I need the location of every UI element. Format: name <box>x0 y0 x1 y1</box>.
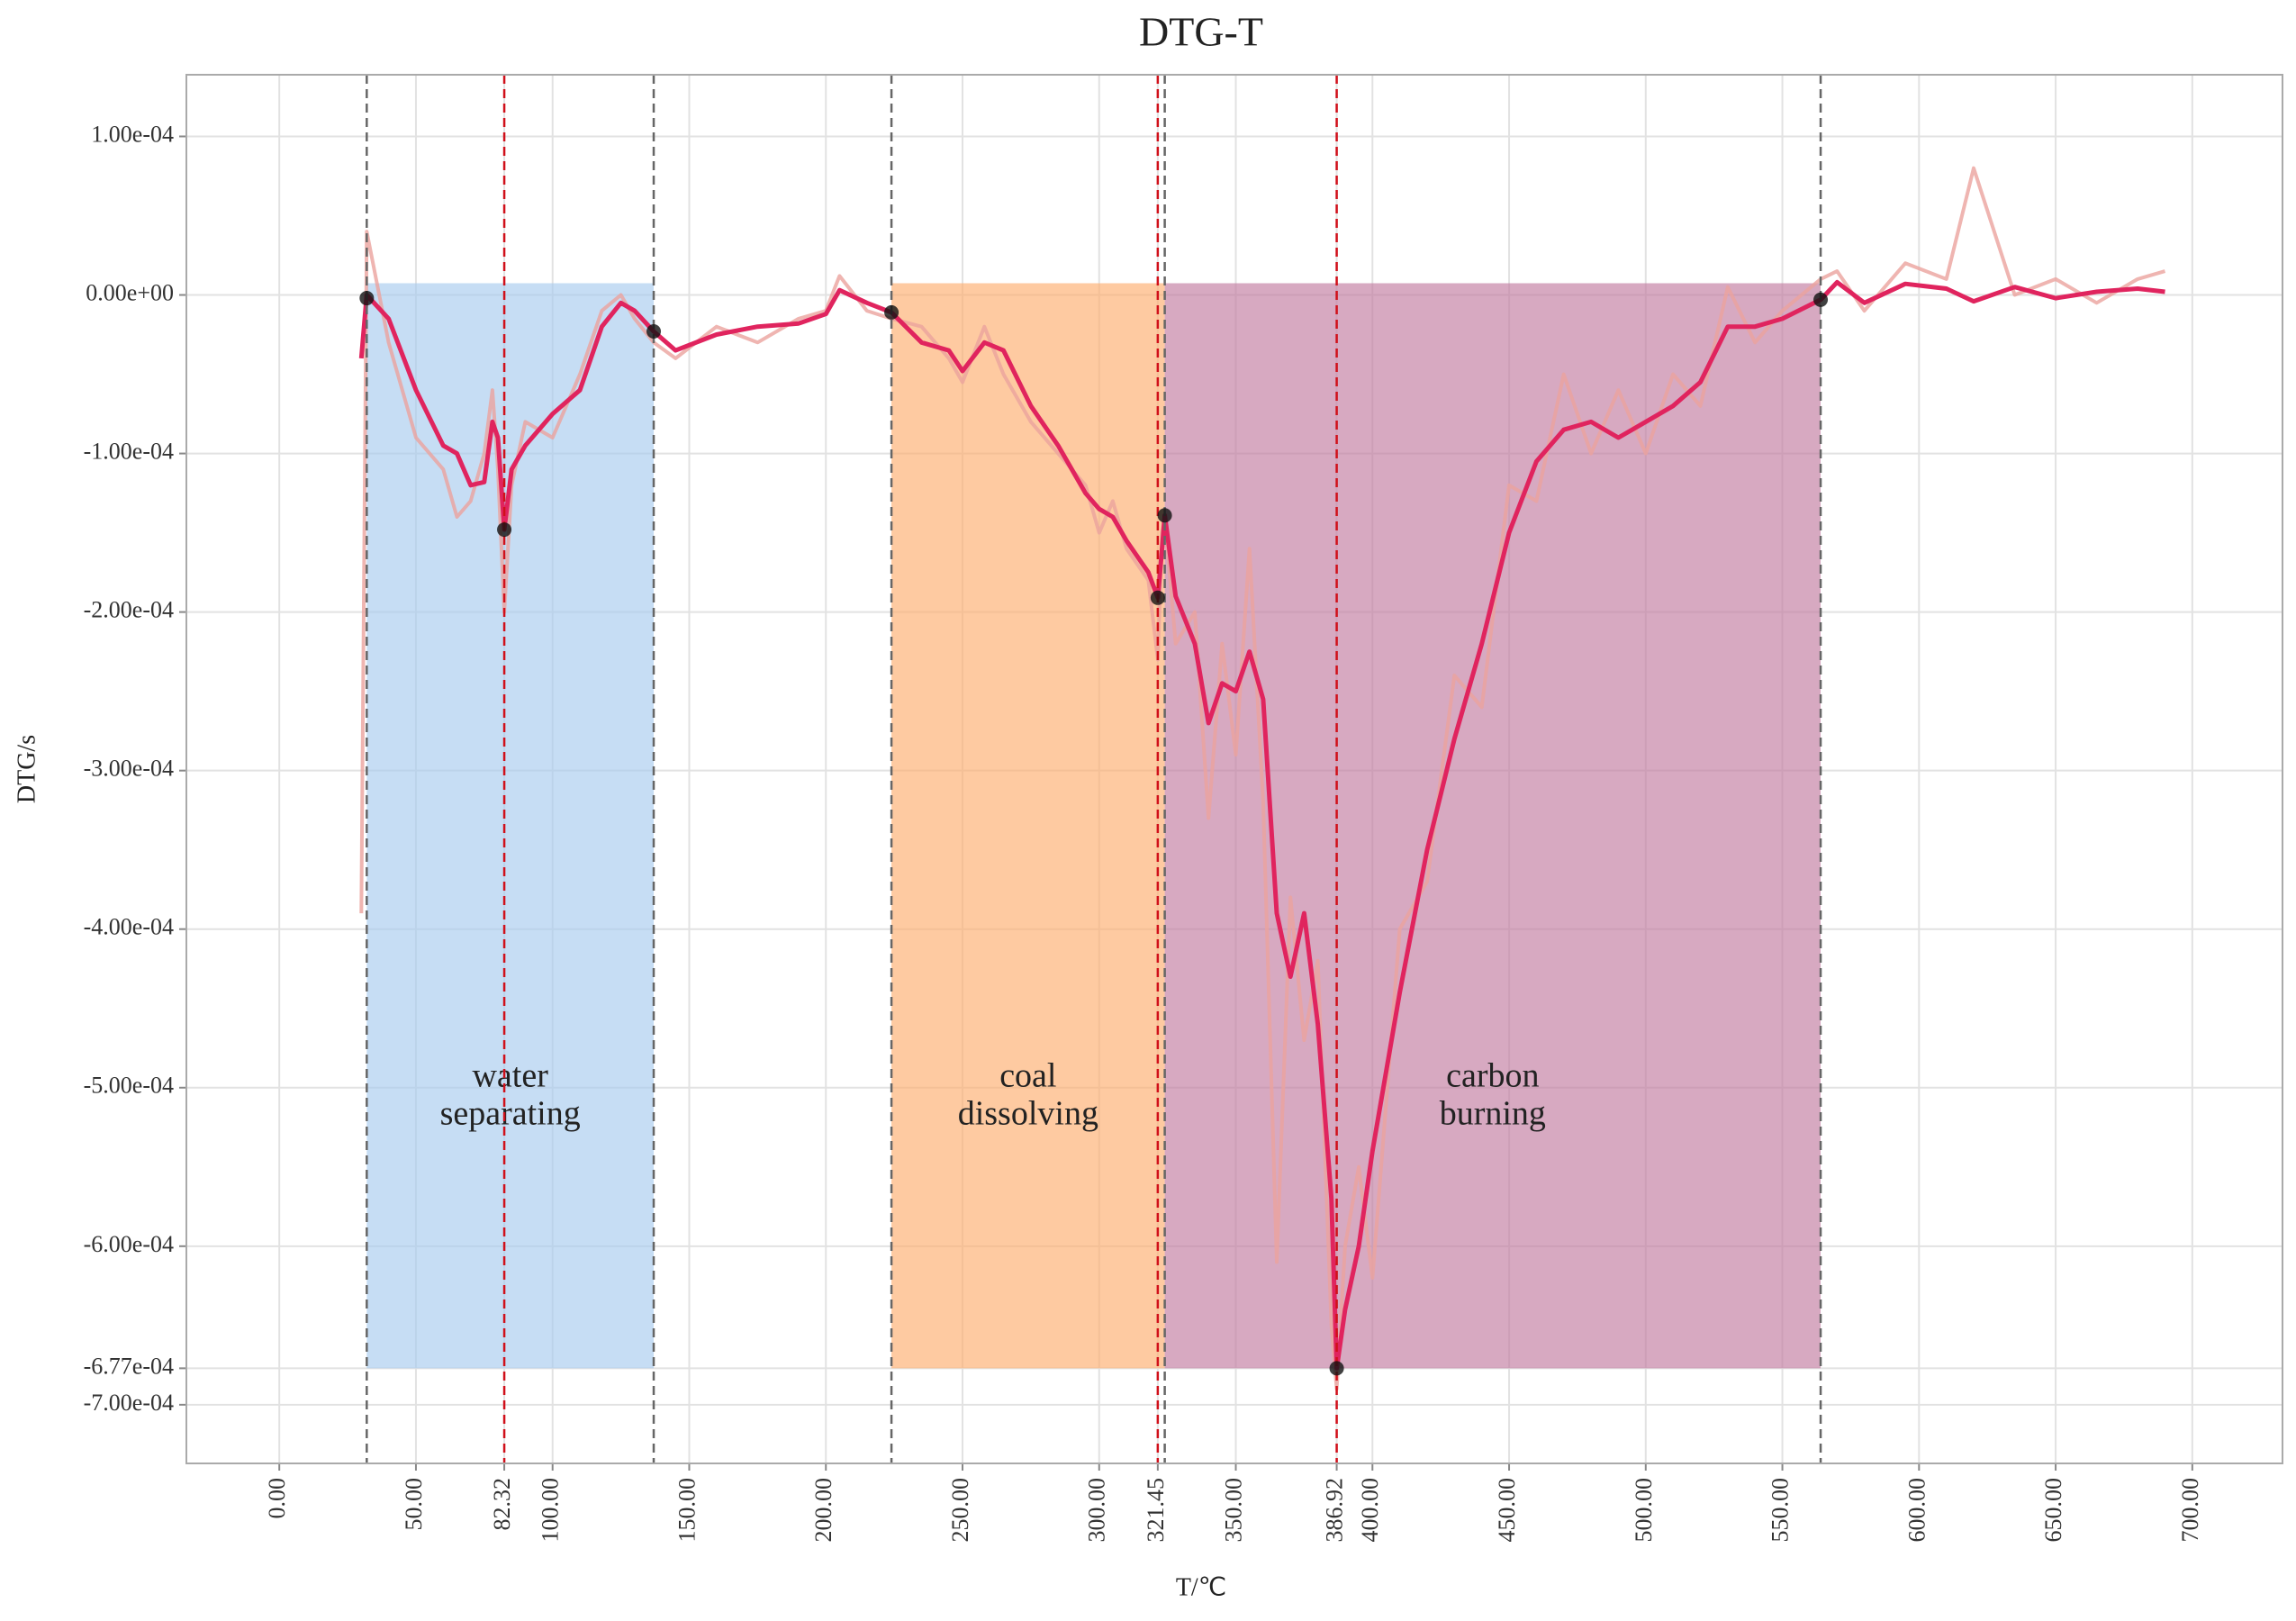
x-tick-label: 386.92 <box>1322 1478 1348 1543</box>
key-point <box>1150 590 1165 605</box>
x-tick-label: 300.00 <box>1084 1478 1110 1543</box>
y-tick-label: 1.00e-04 <box>91 121 174 147</box>
series-line <box>359 166 2166 1391</box>
x-tick-label: 350.00 <box>1220 1478 1246 1543</box>
y-tick-label: -7.00e-04 <box>84 1390 174 1416</box>
y-tick-label: -5.00e-04 <box>84 1073 174 1099</box>
plot-frame <box>185 74 2283 1464</box>
x-tick-label: 321.45 <box>1143 1478 1169 1543</box>
key-point <box>646 324 662 340</box>
y-axis-label: DTG/s <box>13 735 41 803</box>
region-label: coal <box>999 1056 1056 1094</box>
key-point <box>359 291 375 306</box>
key-point <box>1329 1361 1344 1376</box>
key-point <box>1157 508 1172 523</box>
x-tick-label: 200.00 <box>810 1478 836 1543</box>
x-tick-label: 600.00 <box>1903 1478 1930 1543</box>
x-tick-label: 50.00 <box>401 1478 427 1531</box>
region <box>891 283 1165 1369</box>
region <box>366 283 655 1369</box>
key-point <box>497 522 512 538</box>
series-line <box>358 279 2165 1371</box>
x-tick-label: 250.00 <box>947 1478 973 1543</box>
x-tick-label: 500.00 <box>1631 1478 1657 1543</box>
x-tick-label: 400.00 <box>1357 1478 1383 1543</box>
region-label: dissolving <box>958 1094 1098 1132</box>
x-tick-label: 550.00 <box>1767 1478 1794 1543</box>
y-tick-label: -6.77e-04 <box>84 1353 174 1379</box>
x-tick-label: 650.00 <box>2040 1478 2066 1543</box>
region-label: burning <box>1440 1094 1546 1132</box>
x-tick-label: 0.00 <box>264 1478 290 1519</box>
region-label: carbon <box>1446 1056 1539 1094</box>
chart-title: DTG-T <box>1139 9 1263 55</box>
key-point <box>1813 292 1829 307</box>
y-tick-label: -6.00e-04 <box>84 1231 174 1257</box>
y-tick-label: -4.00e-04 <box>84 914 174 940</box>
y-tick-label: -1.00e-04 <box>84 439 174 465</box>
y-tick-label: 0.00e+00 <box>86 279 174 305</box>
y-tick-label: -3.00e-04 <box>84 756 174 782</box>
region-label: separating <box>440 1094 581 1132</box>
key-point <box>884 304 899 320</box>
x-tick-label: 100.00 <box>538 1478 564 1543</box>
y-tick-label: -2.00e-04 <box>84 597 174 623</box>
x-tick-label: 450.00 <box>1494 1478 1520 1543</box>
x-axis-label: T/℃ <box>1176 1573 1226 1601</box>
x-tick-label: 150.00 <box>673 1478 700 1543</box>
region-label: water <box>472 1056 548 1094</box>
x-tick-label: 82.32 <box>489 1478 515 1531</box>
x-tick-label: 700.00 <box>2177 1478 2203 1543</box>
